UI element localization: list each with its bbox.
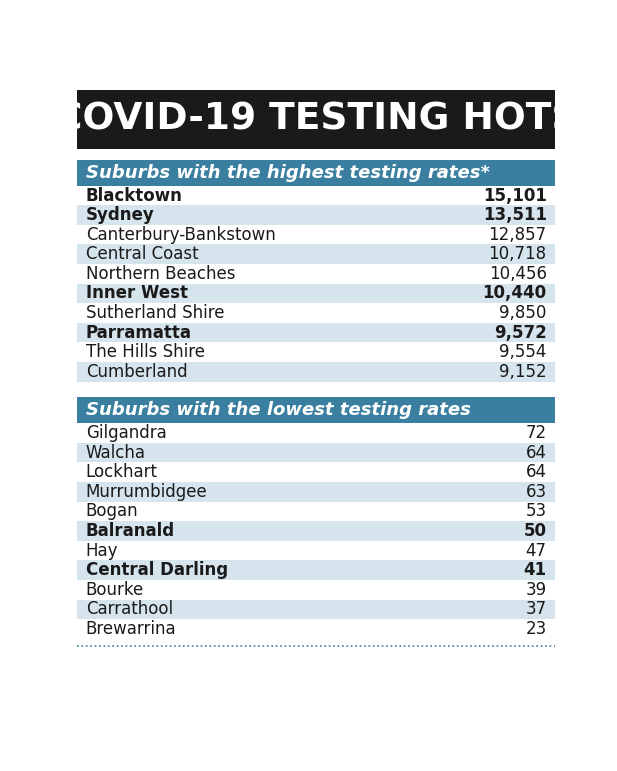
Text: The Hills Shire: The Hills Shire [86, 343, 205, 362]
FancyBboxPatch shape [77, 342, 555, 362]
Text: 37: 37 [526, 601, 547, 618]
FancyBboxPatch shape [77, 89, 555, 149]
Text: NSW COVID-19 TESTING HOTSPOTS: NSW COVID-19 TESTING HOTSPOTS [0, 101, 617, 137]
Text: Central Coast: Central Coast [86, 245, 198, 263]
Text: 72: 72 [526, 424, 547, 442]
FancyBboxPatch shape [77, 244, 555, 264]
Text: 47: 47 [526, 541, 547, 560]
Text: Canterbury-Bankstown: Canterbury-Bankstown [86, 226, 275, 244]
Text: 39: 39 [526, 581, 547, 599]
Text: 9,554: 9,554 [499, 343, 547, 362]
Text: Sydney: Sydney [86, 206, 154, 224]
Text: Murrumbidgee: Murrumbidgee [86, 483, 207, 500]
Text: 53: 53 [526, 503, 547, 520]
Text: 12,857: 12,857 [489, 226, 547, 244]
Text: 41: 41 [524, 561, 547, 579]
Text: Suburbs with the lowest testing rates: Suburbs with the lowest testing rates [86, 401, 471, 419]
Text: 63: 63 [526, 483, 547, 500]
Text: 10,440: 10,440 [482, 284, 547, 302]
Text: Parramatta: Parramatta [86, 324, 192, 342]
Text: Hay: Hay [86, 541, 118, 560]
FancyBboxPatch shape [77, 443, 555, 463]
Text: Bogan: Bogan [86, 503, 138, 520]
Text: Lockhart: Lockhart [86, 463, 158, 481]
FancyBboxPatch shape [77, 225, 555, 244]
Text: Sutherland Shire: Sutherland Shire [86, 304, 224, 322]
Text: Suburbs with the highest testing rates*: Suburbs with the highest testing rates* [86, 163, 490, 182]
FancyBboxPatch shape [77, 397, 555, 423]
FancyBboxPatch shape [77, 160, 555, 186]
FancyBboxPatch shape [77, 600, 555, 619]
Text: 23: 23 [526, 620, 547, 638]
Text: Walcha: Walcha [86, 443, 146, 462]
FancyBboxPatch shape [77, 423, 555, 443]
Text: 9,572: 9,572 [494, 324, 547, 342]
FancyBboxPatch shape [77, 580, 555, 600]
Text: 10,718: 10,718 [489, 245, 547, 263]
Text: Cumberland: Cumberland [86, 363, 188, 381]
Text: Brewarrina: Brewarrina [86, 620, 176, 638]
Text: 10,456: 10,456 [489, 265, 547, 283]
Text: 64: 64 [526, 463, 547, 481]
FancyBboxPatch shape [77, 264, 555, 284]
Text: Northern Beaches: Northern Beaches [86, 265, 235, 283]
Text: Balranald: Balranald [86, 522, 175, 540]
Text: 9,152: 9,152 [499, 363, 547, 381]
Text: Gilgandra: Gilgandra [86, 424, 167, 442]
FancyBboxPatch shape [77, 502, 555, 521]
Text: Bourke: Bourke [86, 581, 144, 599]
Text: Inner West: Inner West [86, 284, 188, 302]
FancyBboxPatch shape [77, 362, 555, 382]
FancyBboxPatch shape [77, 186, 555, 205]
Text: 50: 50 [524, 522, 547, 540]
FancyBboxPatch shape [77, 205, 555, 225]
FancyBboxPatch shape [77, 482, 555, 502]
Text: 13,511: 13,511 [482, 206, 547, 224]
Text: 9,850: 9,850 [499, 304, 547, 322]
Text: 15,101: 15,101 [483, 187, 547, 204]
FancyBboxPatch shape [77, 561, 555, 580]
FancyBboxPatch shape [77, 284, 555, 303]
Text: 64: 64 [526, 443, 547, 462]
Text: Central Darling: Central Darling [86, 561, 228, 579]
FancyBboxPatch shape [77, 540, 555, 561]
FancyBboxPatch shape [77, 619, 555, 638]
Text: Blacktown: Blacktown [86, 187, 183, 204]
FancyBboxPatch shape [77, 303, 555, 323]
FancyBboxPatch shape [77, 463, 555, 482]
Text: Carrathool: Carrathool [86, 601, 173, 618]
FancyBboxPatch shape [77, 521, 555, 540]
FancyBboxPatch shape [77, 323, 555, 342]
